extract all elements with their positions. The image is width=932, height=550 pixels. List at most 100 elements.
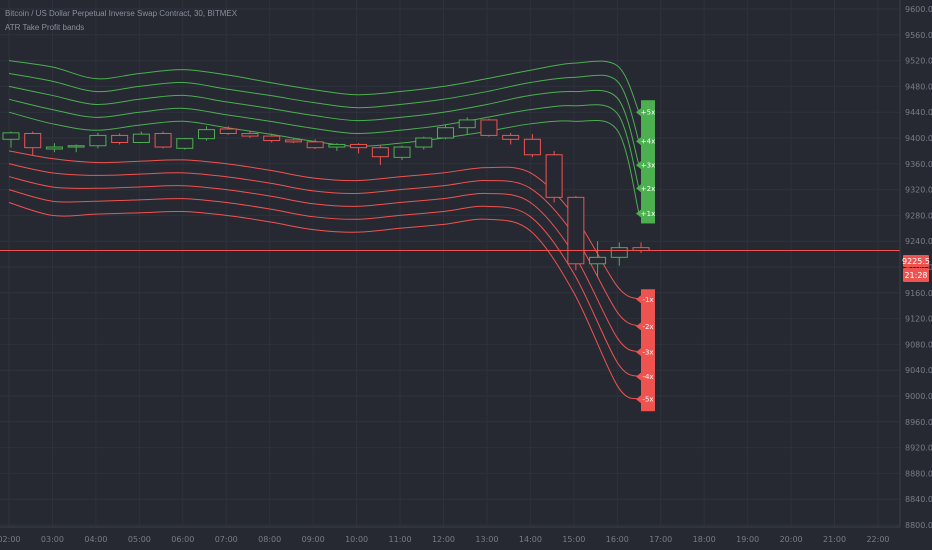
band-tag-label: +5x <box>641 109 655 117</box>
candle-body <box>263 135 281 142</box>
candle-body <box>502 134 520 140</box>
band-line-plus5x <box>8 60 640 113</box>
time-tick-label: 10:00 <box>345 535 368 544</box>
candle-body <box>154 132 172 148</box>
candle-body <box>132 133 150 144</box>
time-tick-label: 08:00 <box>258 535 281 544</box>
price-tick-label: 9160.0 <box>905 289 932 298</box>
band-tag-pointer <box>636 372 641 381</box>
price-tick-label: 9320.0 <box>905 186 932 195</box>
lower-band-tag-block <box>641 289 655 412</box>
candle-body <box>350 143 368 149</box>
price-tick-label: 9520.0 <box>905 57 932 66</box>
band-line-minus2x <box>8 163 640 327</box>
band-tag-label: -3x <box>642 349 653 357</box>
band-tag-label: -5x <box>642 396 653 404</box>
time-tick-label: 13:00 <box>475 535 498 544</box>
candle-body <box>306 141 324 149</box>
candle-body <box>371 147 389 158</box>
band-tag-label: +4x <box>641 138 655 146</box>
price-tick-label: 9480.0 <box>905 82 932 91</box>
band-line-minus3x <box>8 176 640 353</box>
band-tag-pointer <box>636 209 641 218</box>
price-tick-label: 8880.0 <box>905 469 932 478</box>
candle-body <box>393 146 411 158</box>
band-line-plus3x <box>8 85 640 166</box>
candle-body <box>176 138 194 149</box>
band-tag-label: +1x <box>641 210 655 218</box>
band-tag-pointer <box>636 137 641 146</box>
time-tick-label: 14:00 <box>519 535 542 544</box>
candle-body <box>241 132 259 137</box>
candles <box>2 117 650 277</box>
time-tick-label: 17:00 <box>649 535 672 544</box>
candle-body <box>67 145 85 148</box>
time-tick-label: 06:00 <box>171 535 194 544</box>
price-tick-label: 8840.0 <box>905 495 932 504</box>
price-tick-label: 9600.0 <box>905 5 932 14</box>
band-line-plus2x <box>8 98 640 189</box>
candle-body <box>284 139 302 143</box>
time-tick-label: 11:00 <box>389 535 412 544</box>
indicator-title[interactable]: ATR Take Profit bands <box>5 23 85 32</box>
band-tag-pointer <box>636 395 641 404</box>
candle-body <box>523 138 541 156</box>
candle-body <box>545 154 563 198</box>
time-tick-label: 07:00 <box>215 535 238 544</box>
price-tick-label: 9560.0 <box>905 31 932 40</box>
price-tick-label: 9360.0 <box>905 160 932 169</box>
price-tick-label: 9280.0 <box>905 211 932 220</box>
candle-body <box>437 127 454 139</box>
price-axis[interactable]: 9600.0 9560.0 9520.0 9480.0 9440.0 9400.0 9360… <box>899 0 932 530</box>
symbol-title[interactable]: Bitcoin / US Dollar Perpetual Inverse Sw… <box>5 9 238 18</box>
time-tick-label: 20:00 <box>780 535 803 544</box>
time-tick-label: 15:00 <box>562 535 585 544</box>
price-tick-label: 9400.0 <box>905 134 932 143</box>
band-tag-pointer <box>636 295 641 304</box>
price-tick-label: 8960.0 <box>905 418 932 427</box>
band-line-minus5x <box>8 202 640 400</box>
band-tag-label: +2x <box>641 185 655 193</box>
band-line-plus4x <box>8 73 640 142</box>
countdown-label: 21:28 <box>904 271 927 280</box>
time-tick-label: 16:00 <box>606 535 629 544</box>
time-tick-label: 22:00 <box>866 535 889 544</box>
band-tag-label: -4x <box>642 373 653 381</box>
candle-body <box>24 132 42 149</box>
time-tick-label: 09:00 <box>302 535 325 544</box>
candle-body <box>2 132 20 140</box>
band-line-minus1x <box>8 150 640 300</box>
price-tick-label: 9040.0 <box>905 366 932 375</box>
time-tick-label: 03:00 <box>41 535 64 544</box>
price-tick-label: 9240.0 <box>905 237 932 246</box>
candle-body <box>480 119 498 136</box>
candle-body <box>89 134 107 147</box>
current-price-label: 9225.5 <box>902 257 930 266</box>
band-tag-pointer <box>636 161 641 170</box>
upper-band-tag-block <box>641 100 655 224</box>
price-tick-label: 9440.0 <box>905 108 932 117</box>
candle-body <box>45 146 63 150</box>
candle-body <box>328 143 346 148</box>
band-tag-label: -1x <box>642 296 653 304</box>
candle-body <box>589 256 607 265</box>
price-tick-label: 9200.0 <box>905 263 932 272</box>
time-tick-label: 04:00 <box>84 535 107 544</box>
band-tag-pointer <box>636 348 641 357</box>
price-tick-label: 9000.0 <box>905 392 932 401</box>
band-tag-pointer <box>636 108 641 117</box>
time-tick-label: 18:00 <box>693 535 716 544</box>
band-tag-label: -2x <box>642 323 653 331</box>
time-tick-label: 19:00 <box>736 535 759 544</box>
candle-body <box>458 119 476 129</box>
time-axis[interactable]: 02:00 03:00 04:00 05:00 06:00 07:00 08:00 09:00… <box>0 526 900 544</box>
band-labels: +5x +4x +3x +2x +1x -1x -2x -3x -4x -5x <box>636 100 655 412</box>
candle-body <box>198 129 216 140</box>
time-tick-label: 02:00 <box>0 535 21 544</box>
price-tick-label: 9080.0 <box>905 340 932 349</box>
price-tick-label: 8920.0 <box>905 444 932 453</box>
candle-body <box>415 137 433 148</box>
current-price-tag: 9225.5 21:28 <box>902 255 930 282</box>
